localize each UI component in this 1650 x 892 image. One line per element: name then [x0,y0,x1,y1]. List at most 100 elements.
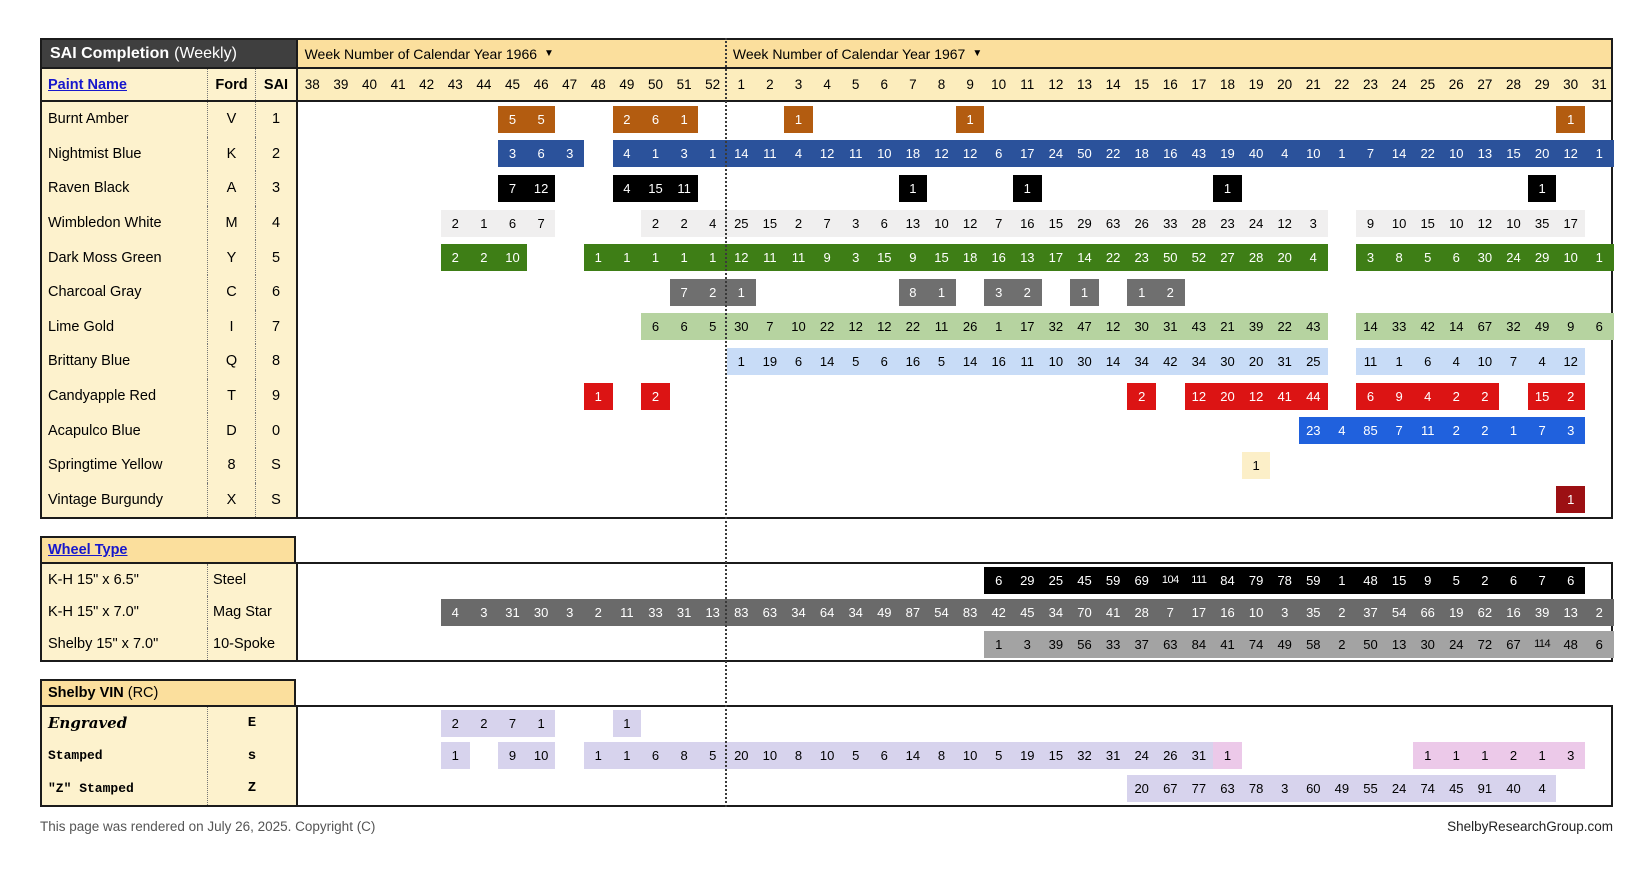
dropdown-arrow-icon[interactable]: ▼ [544,48,554,59]
data-cell: 2 [1013,278,1042,306]
data-cell: 12 [1241,382,1271,410]
data-cell: 12 [841,313,870,341]
week-number: 42 [419,77,435,92]
data-cell: 4 [1299,244,1328,272]
data-cell: 12 [1270,209,1299,237]
data-cell: 4 [1327,417,1357,445]
data-cell: 2 [441,209,470,237]
week-number-row: 38 39 40 41 42 43 44 45 46 47 48 49 50 51 52 1 2 3 4 5 6 7 8 9 1… [298,69,1611,100]
data-cell: 15 [927,244,956,272]
data-cell: 7 [755,313,785,341]
footer-site-link[interactable]: ShelbyResearchGroup.com [1447,819,1613,834]
data-cell: 10 [1556,244,1585,272]
data-cell: 33 [1156,209,1185,237]
dropdown-arrow-icon[interactable]: ▼ [972,48,983,59]
data-cell: 1 [641,140,670,168]
data-cell: 45 [1013,598,1042,626]
data-cell: 3 [498,140,527,168]
data-cell: 7 [669,278,699,306]
data-cell: 5 [927,347,956,375]
data-cell: 45 [1070,566,1099,594]
year-1967-dropdown[interactable]: Week Number of Calendar Year 1967 ▼ [725,40,1612,67]
week-number: 51 [676,77,692,92]
shelby-vin-title: Shelby VIN [48,685,124,702]
data-cell: 10 [812,742,842,770]
data-cell: 5 [1413,244,1442,272]
data-cell: 72 [1470,630,1500,658]
data-cell: 14 [1356,313,1385,341]
wheel-code: 10-Spoke [208,628,298,661]
weekly-data-strip: 6 29 25 45 59 69 104 111 84 79 78 59 1 48 15 9 5 2 6 7 6 [298,564,1611,596]
page-title-main: SAI Completion [50,44,170,62]
week-number: 26 [1448,77,1464,92]
sai-code: 0 [256,413,298,448]
data-cell: 1 [1556,105,1585,133]
data-cell: 16 [898,347,928,375]
data-cell: 78 [1241,774,1271,802]
data-cell: 10 [1470,347,1500,375]
data-cell: 22 [1413,140,1442,168]
week-number: 30 [1563,77,1579,92]
data-cell: 15 [1384,566,1414,594]
week-number: 27 [1477,77,1493,92]
data-cell: 63 [1156,630,1185,658]
week-number: 7 [909,77,917,92]
sai-code: 4 [256,205,298,241]
data-cell: 77 [1184,774,1214,802]
data-cell: 9 [1384,382,1414,410]
data-cell: 19 [1213,140,1242,168]
data-cell: 8 [784,742,813,770]
data-cell: 2 [641,382,670,410]
data-cell: 43 [1184,140,1214,168]
data-cell: 16 [1213,598,1242,626]
data-cell: 49 [870,598,899,626]
paint-row-label: Nightmist Blue [42,136,208,172]
data-cell: 12 [1184,382,1214,410]
data-cell: 27 [1213,244,1242,272]
wheel-row: K-H 15" x 7.0" Mag Star 4 3 31 30 3 2 11 33 31 13 83… [42,596,1614,629]
data-cell: 33 [641,598,670,626]
data-cell: 12 [955,209,985,237]
data-cell: 1 [669,105,699,133]
data-cell: 2 [698,278,727,306]
data-cell: 14 [1070,244,1099,272]
data-cell: 1 [1585,140,1614,168]
data-cell: 1 [526,709,556,737]
wheel-type-link[interactable]: Wheel Type [48,542,128,559]
data-cell: 1 [612,742,642,770]
data-cell: 3 [841,209,870,237]
year-1966-dropdown[interactable]: Week Number of Calendar Year 1966 ▼ [297,40,726,67]
data-cell: 3 [1299,209,1328,237]
ford-code: C [208,274,256,310]
data-cell: 31 [669,598,699,626]
wheel-row-label: K-H 15" x 6.5" [42,564,208,597]
page-title: SAI Completion (Weekly) [42,40,298,67]
data-cell: 11 [612,598,642,626]
week-number: 3 [794,77,803,92]
paint-name-link[interactable]: Paint Name [48,76,127,93]
data-cell: 49 [1327,774,1357,802]
data-cell: 10 [1299,140,1328,168]
data-cell: 31 [1156,313,1185,341]
paint-row-label: Candyapple Red [42,378,208,414]
data-cell: 13 [1556,598,1585,626]
data-cell: 40 [1241,140,1271,168]
data-cell: 6 [1499,566,1528,594]
paint-row: Charcoal Gray C 6 7 2 1 8 1 3 2 1 1 2 [42,274,1611,310]
data-cell: 9 [1356,209,1385,237]
data-cell: 2 [1585,598,1614,626]
paint-name-header: Paint Name [42,69,208,100]
week-number: 52 [705,77,721,92]
week-number: 14 [1105,77,1121,92]
data-cell: 10 [870,140,899,168]
week-number: 12 [1048,77,1064,92]
data-cell: 48 [1556,630,1585,658]
weekly-data-strip: 23 4 85 7 11 2 2 1 7 3 [298,413,1611,448]
data-cell: 7 [1156,598,1185,626]
week-number: 47 [562,77,578,92]
data-cell: 59 [1299,566,1328,594]
paint-row-label: Raven Black [42,171,208,206]
weekly-data-strip: 1 3 39 56 33 37 63 84 41 74 49 58 2 50 13 30 24 72 67 114 48… [298,628,1614,660]
ford-code: T [208,378,256,414]
